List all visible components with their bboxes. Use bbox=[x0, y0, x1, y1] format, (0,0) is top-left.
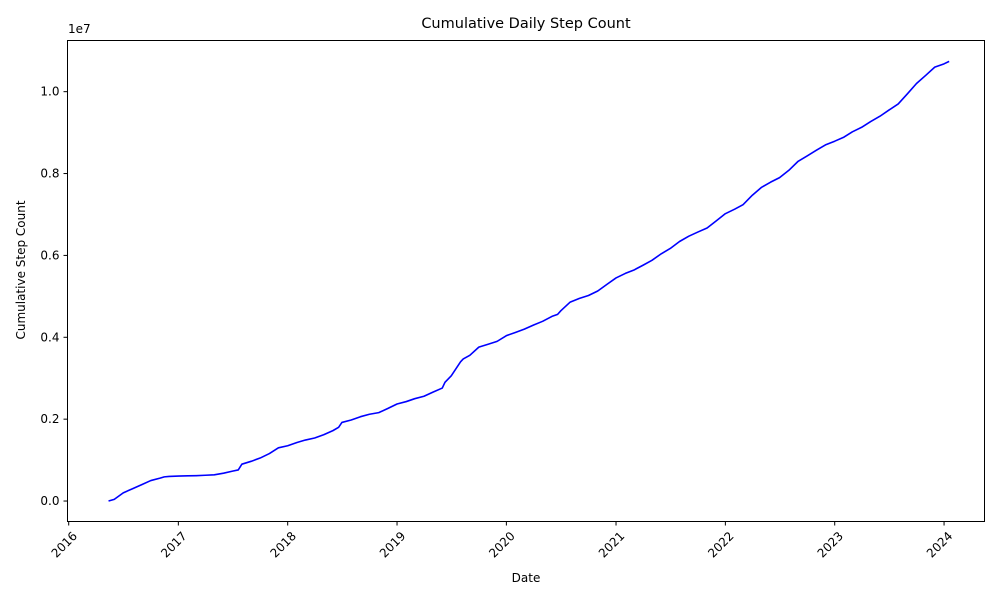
plot-frame bbox=[67, 40, 985, 522]
y-tick-label: 0.6 bbox=[40, 248, 59, 262]
y-tick-label: 1.0 bbox=[40, 85, 59, 99]
y-tick-label: 0.2 bbox=[40, 412, 59, 426]
y-axis-ticks: 0.0 0.2 0.4 0.6 0.8 1.0 bbox=[40, 85, 68, 508]
y-axis-label: Cumulative Step Count bbox=[14, 200, 28, 339]
x-axis-label: Date bbox=[512, 571, 541, 585]
y-tick-label: 0.0 bbox=[40, 494, 59, 508]
series-line bbox=[108, 60, 950, 502]
chart-title: Cumulative Daily Step Count bbox=[421, 16, 631, 32]
y-tick-label: 0.8 bbox=[40, 167, 59, 181]
y-offset-label: 1e7 bbox=[68, 22, 91, 36]
y-tick-label: 0.4 bbox=[40, 330, 59, 344]
